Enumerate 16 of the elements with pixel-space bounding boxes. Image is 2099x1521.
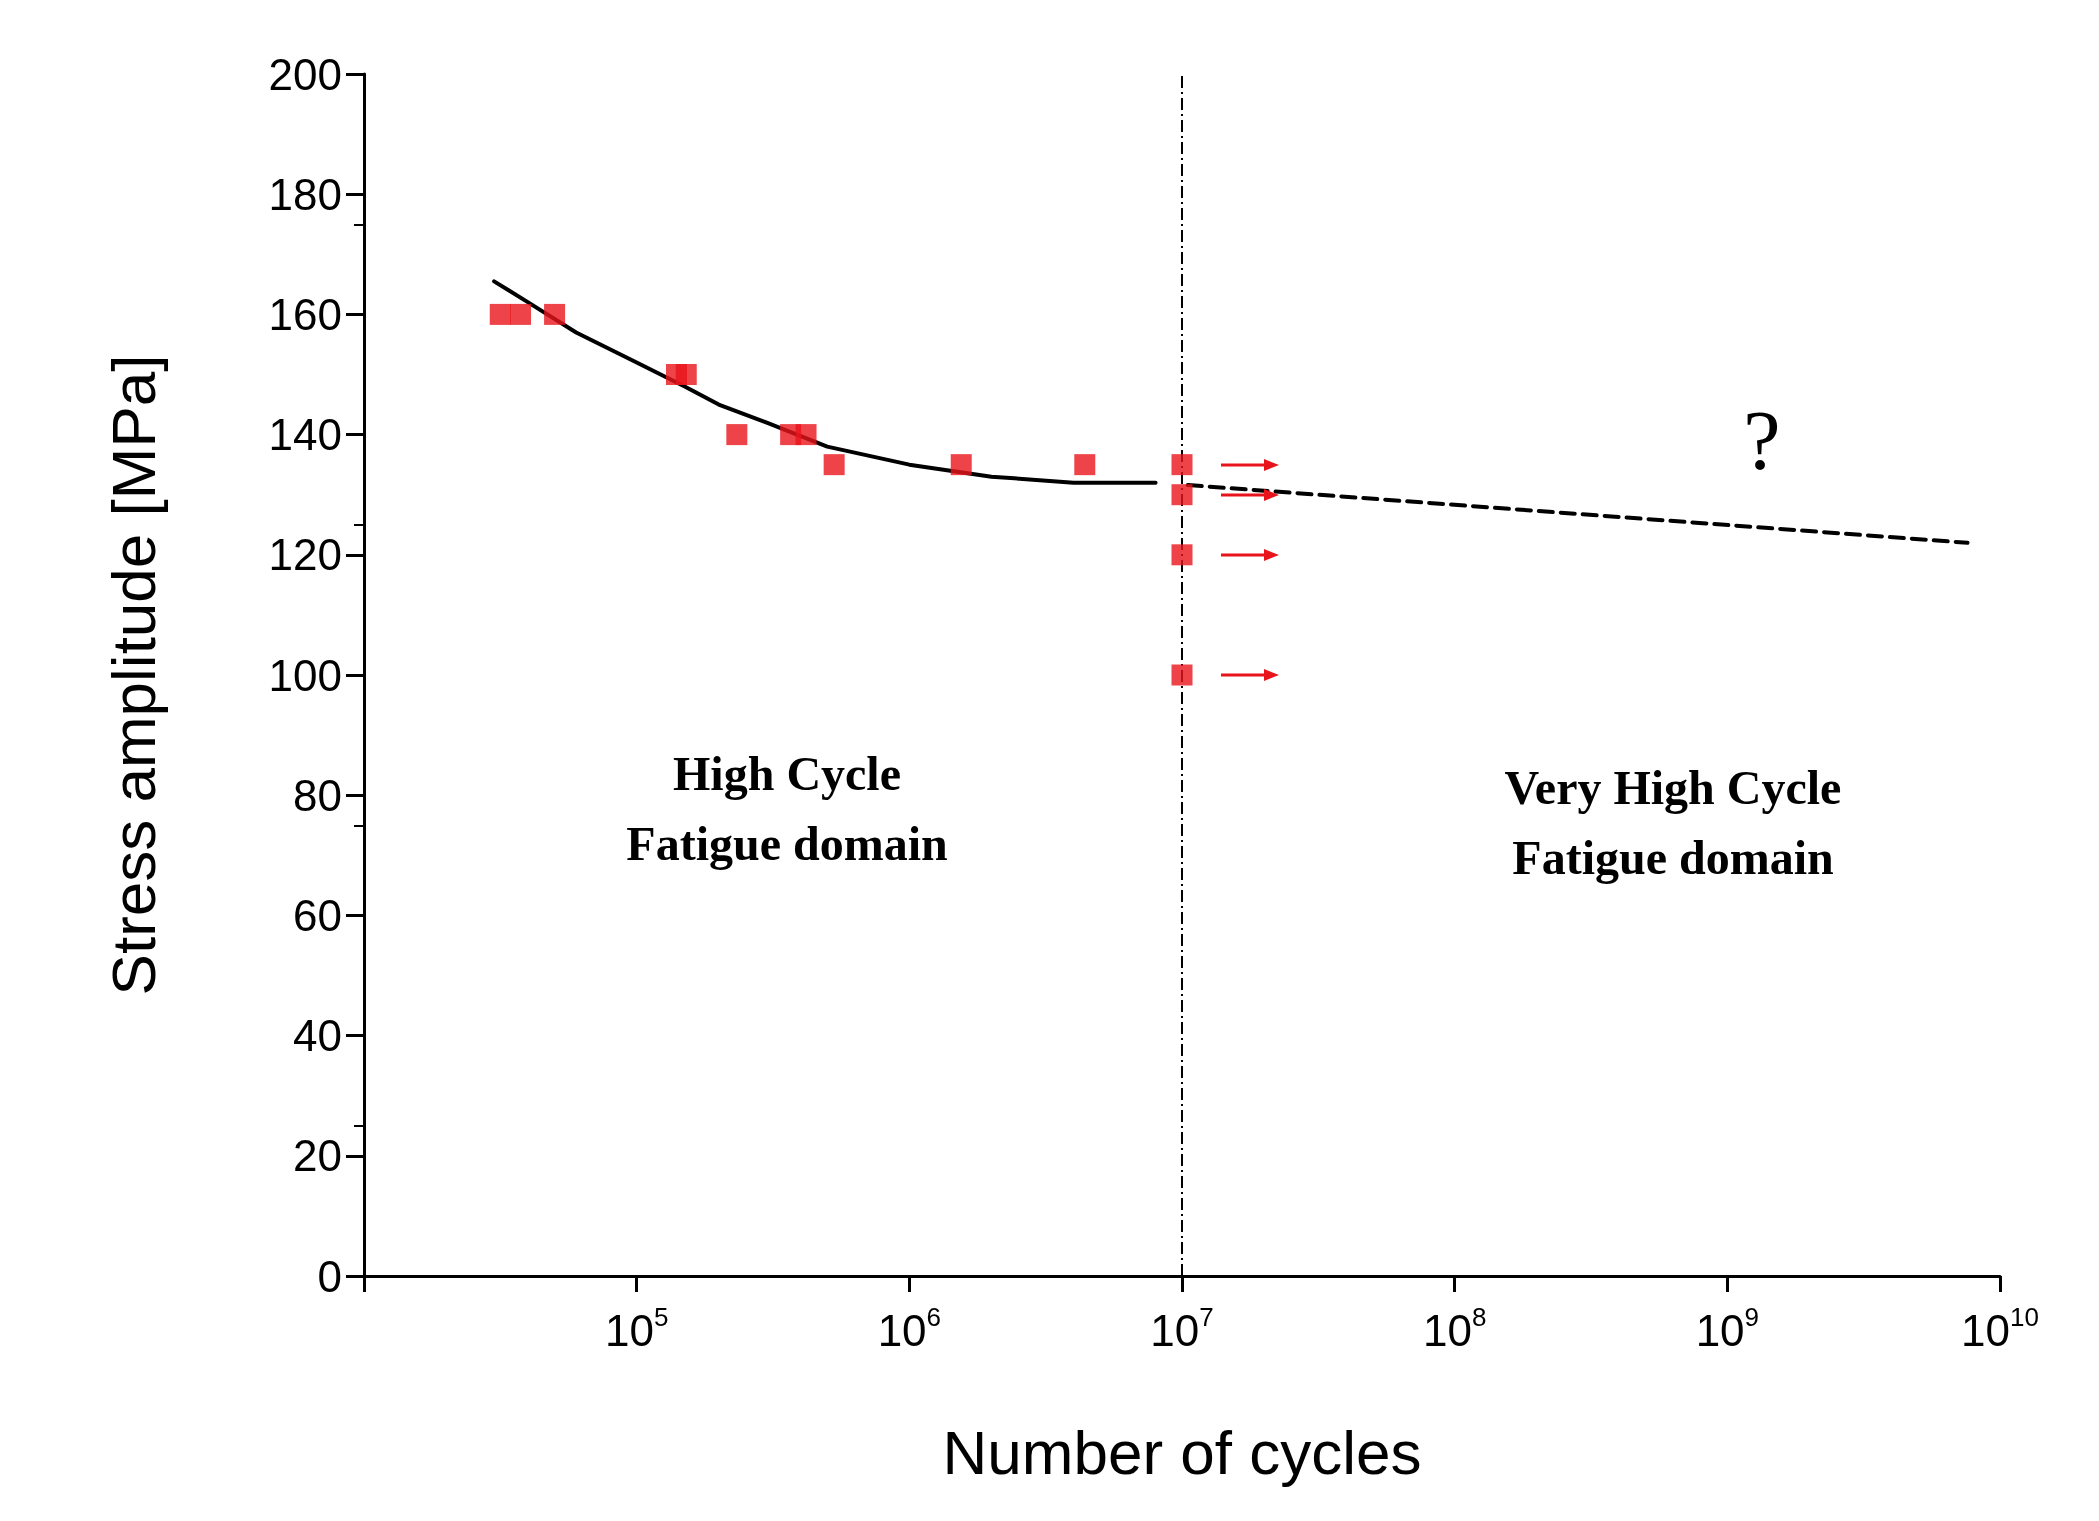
- y-tick-label: 0: [317, 1251, 342, 1301]
- y-tick-label: 140: [268, 410, 342, 460]
- y-tick-label: 20: [293, 1131, 342, 1181]
- y-tick-label: 200: [268, 49, 342, 99]
- annotation: Very High Cycle Fatigue domain: [1504, 760, 1842, 884]
- y-tick-label: 120: [268, 530, 342, 580]
- annotation: ?: [1743, 393, 1781, 487]
- y-axis-title: Stress amplitude [MPa]: [98, 354, 168, 996]
- y-tick-label: 60: [293, 890, 342, 940]
- y-tick-label: 100: [268, 650, 342, 700]
- y-tick-label: 180: [268, 169, 342, 219]
- y-tick-label: 80: [293, 770, 342, 820]
- x-axis-title: Number of cycles: [942, 1417, 1422, 1487]
- annotation: High Cycle Fatigue domain: [626, 746, 948, 870]
- y-tick-label: 160: [268, 289, 342, 339]
- y-tick-label: 40: [293, 1011, 342, 1061]
